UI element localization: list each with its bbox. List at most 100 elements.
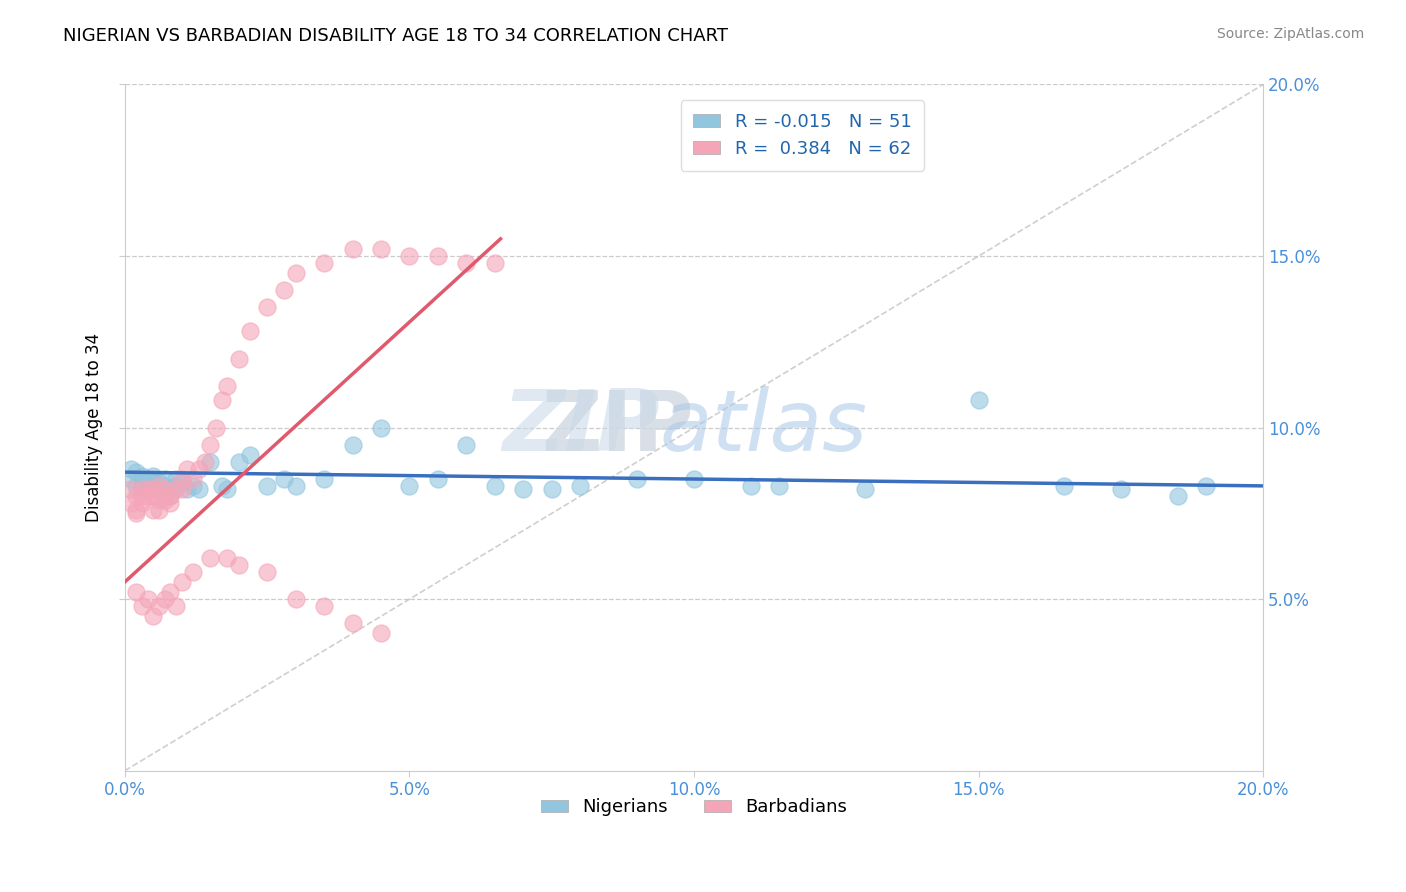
Point	[370, 420, 392, 434]
Point	[159, 496, 181, 510]
Point	[170, 574, 193, 589]
Point	[217, 483, 239, 497]
Point	[148, 492, 170, 507]
Point	[153, 483, 176, 497]
Point	[200, 438, 222, 452]
Point	[142, 503, 165, 517]
Point	[273, 472, 295, 486]
Point	[456, 256, 478, 270]
Point	[398, 249, 420, 263]
Point	[312, 472, 335, 486]
Point	[181, 479, 204, 493]
Point	[125, 507, 148, 521]
Y-axis label: Disability Age 18 to 34: Disability Age 18 to 34	[86, 333, 103, 522]
Point	[217, 379, 239, 393]
Point	[136, 483, 159, 497]
Point	[120, 461, 142, 475]
Point	[342, 616, 364, 631]
Point	[159, 483, 181, 497]
Point	[228, 455, 250, 469]
Point	[256, 479, 278, 493]
Point	[370, 242, 392, 256]
Point	[200, 455, 222, 469]
Point	[398, 479, 420, 493]
Point	[136, 489, 159, 503]
Point	[148, 599, 170, 613]
Point	[170, 483, 193, 497]
Point	[200, 551, 222, 566]
Point	[228, 351, 250, 366]
Point	[1167, 489, 1189, 503]
Point	[273, 283, 295, 297]
Text: ZIP: ZIP	[541, 387, 695, 468]
Point	[370, 626, 392, 640]
Point	[131, 468, 153, 483]
Point	[256, 565, 278, 579]
Text: atlas: atlas	[659, 386, 868, 469]
Point	[1109, 483, 1132, 497]
Point	[136, 479, 159, 493]
Point	[228, 558, 250, 572]
Point	[768, 479, 790, 493]
Point	[284, 266, 307, 280]
Point	[165, 479, 187, 493]
Point	[239, 448, 262, 462]
Point	[136, 592, 159, 607]
Point	[148, 503, 170, 517]
Point	[165, 483, 187, 497]
Point	[456, 438, 478, 452]
Point	[142, 609, 165, 624]
Point	[683, 472, 706, 486]
Point	[540, 483, 562, 497]
Point	[131, 483, 153, 497]
Point	[211, 393, 233, 408]
Legend: Nigerians, Barbadians: Nigerians, Barbadians	[533, 791, 855, 823]
Point	[284, 479, 307, 493]
Point	[512, 483, 534, 497]
Point	[967, 393, 990, 408]
Point	[125, 489, 148, 503]
Point	[131, 483, 153, 497]
Point	[131, 475, 153, 490]
Point	[342, 438, 364, 452]
Point	[217, 551, 239, 566]
Point	[181, 472, 204, 486]
Point	[853, 483, 876, 497]
Point	[205, 420, 228, 434]
Point	[239, 325, 262, 339]
Point	[159, 489, 181, 503]
Point	[342, 242, 364, 256]
Point	[484, 479, 506, 493]
Point	[256, 301, 278, 315]
Point	[125, 503, 148, 517]
Point	[125, 465, 148, 479]
Point	[153, 479, 176, 493]
Point	[148, 483, 170, 497]
Point	[176, 483, 198, 497]
Point	[176, 461, 198, 475]
Point	[187, 483, 209, 497]
Point	[484, 256, 506, 270]
Point	[312, 599, 335, 613]
Point	[159, 489, 181, 503]
Point	[426, 472, 449, 486]
Point	[148, 475, 170, 490]
Point	[312, 256, 335, 270]
Point	[120, 472, 142, 486]
Point	[131, 599, 153, 613]
Point	[148, 479, 170, 493]
Point	[187, 461, 209, 475]
Point	[211, 479, 233, 493]
Point	[125, 479, 148, 493]
Point	[120, 496, 142, 510]
Point	[626, 472, 648, 486]
Point	[153, 472, 176, 486]
Point	[142, 489, 165, 503]
Text: ZIP: ZIP	[502, 386, 659, 469]
Point	[165, 599, 187, 613]
Point	[165, 472, 187, 486]
Point	[1195, 479, 1218, 493]
Point	[170, 475, 193, 490]
Point	[181, 565, 204, 579]
Point	[131, 496, 153, 510]
